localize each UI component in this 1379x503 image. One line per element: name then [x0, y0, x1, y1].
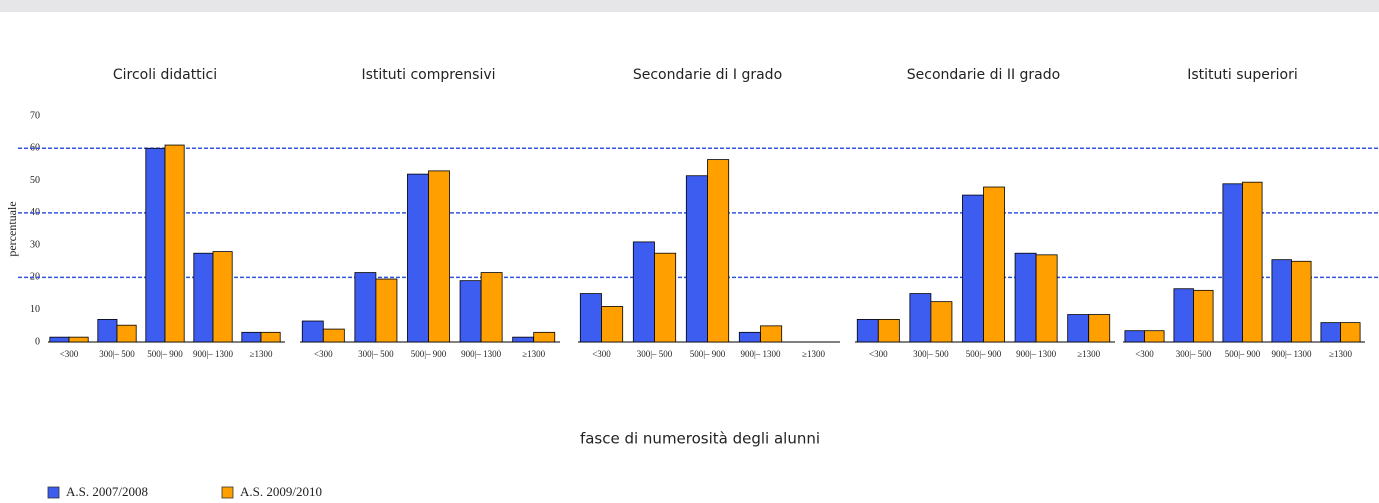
x-tick-label: 300|– 500 — [358, 349, 394, 359]
bar — [212, 251, 233, 343]
legend-swatch — [221, 486, 234, 499]
x-tick-label: 500|– 900 — [411, 349, 447, 359]
bar — [49, 336, 70, 343]
x-tick-label: ≥1300 — [1077, 349, 1100, 359]
y-tick-label: 60 — [30, 143, 40, 154]
bar — [1088, 314, 1111, 343]
x-tick-label: 500|– 900 — [966, 349, 1002, 359]
bar — [241, 331, 262, 343]
x-tick-label: 500|– 900 — [690, 349, 726, 359]
bar — [1340, 322, 1361, 343]
y-tick-label: 30 — [30, 239, 40, 250]
bar — [1193, 289, 1214, 343]
bar — [856, 318, 879, 343]
bar — [1291, 260, 1312, 343]
bar — [760, 325, 783, 343]
bar — [1124, 330, 1145, 343]
x-tick-label: 900|– 1300 — [461, 349, 502, 359]
y-axis-label: percentuale — [5, 201, 19, 256]
x-tick-label: <300 — [592, 349, 611, 359]
y-tick-label: 40 — [30, 207, 40, 218]
bar — [1035, 254, 1058, 343]
bar — [579, 293, 602, 343]
bar — [1222, 183, 1243, 343]
bar — [685, 175, 708, 343]
x-axis-label: fasce di numerosità degli alunni — [580, 430, 820, 448]
y-tick-label: 10 — [30, 304, 40, 315]
x-tick-label: <300 — [60, 349, 79, 359]
bar — [375, 278, 398, 343]
bar — [97, 318, 118, 343]
x-tick-label: ≥1300 — [1329, 349, 1352, 359]
bar — [1320, 322, 1341, 343]
x-tick-label: 300|– 500 — [1176, 349, 1212, 359]
legend-swatch — [47, 486, 60, 499]
bar — [983, 186, 1005, 343]
legend-label: A.S. 2007/2008 — [66, 484, 148, 499]
panel-title: Secondarie di II grado — [907, 67, 1060, 83]
bar — [877, 318, 900, 343]
bar — [601, 306, 624, 343]
panel-title: Istituti comprensivi — [361, 67, 495, 83]
panel-title: Circoli didattici — [113, 67, 217, 83]
x-tick-label: 900|– 1300 — [1016, 349, 1057, 359]
x-tick-label: <300 — [1135, 349, 1154, 359]
y-tick-label: 70 — [30, 110, 40, 121]
bar — [654, 252, 677, 343]
bar — [354, 272, 377, 343]
bar — [301, 320, 324, 343]
x-tick-label: <300 — [314, 349, 333, 359]
x-tick-label: 300|– 500 — [913, 349, 949, 359]
bar — [1014, 252, 1037, 343]
bar — [68, 336, 89, 343]
x-tick-label: ≥1300 — [802, 349, 825, 359]
panel-title: Secondarie di I grado — [633, 67, 782, 83]
bar — [1144, 330, 1165, 343]
bar — [116, 324, 137, 343]
bar — [1242, 181, 1263, 343]
panel-title: Istituti superiori — [1187, 67, 1298, 83]
y-tick-label: 20 — [30, 272, 40, 283]
bar — [512, 336, 535, 343]
bar — [459, 280, 482, 343]
x-tick-label: <300 — [869, 349, 888, 359]
x-tick-label: 500|– 900 — [1225, 349, 1261, 359]
x-tick-label: 900|– 1300 — [740, 349, 781, 359]
top-bar — [0, 0, 1379, 12]
bar — [164, 144, 185, 343]
bar — [480, 272, 503, 343]
x-tick-label: 900|– 1300 — [193, 349, 234, 359]
bar — [930, 301, 953, 343]
bar — [1067, 314, 1090, 343]
bar — [962, 194, 984, 343]
bar — [1173, 288, 1194, 343]
x-tick-label: 900|– 1300 — [1271, 349, 1312, 359]
x-tick-label: ≥1300 — [522, 349, 545, 359]
bar — [322, 328, 345, 343]
x-tick-label: 300|– 500 — [99, 349, 135, 359]
x-tick-label: ≥1300 — [250, 349, 273, 359]
bar — [738, 331, 761, 343]
bar — [428, 170, 450, 343]
x-tick-label: 500|– 900 — [147, 349, 183, 359]
bar — [407, 173, 429, 343]
bar — [193, 252, 214, 343]
bar — [909, 293, 932, 343]
bar — [533, 331, 556, 343]
legend-label: A.S. 2009/2010 — [240, 484, 322, 499]
bar — [632, 241, 655, 343]
y-tick-label: 50 — [30, 175, 40, 186]
bar — [260, 331, 281, 343]
bar — [1271, 259, 1292, 343]
bar — [707, 159, 730, 343]
bar — [145, 147, 166, 343]
x-tick-label: 300|– 500 — [637, 349, 673, 359]
y-tick-label: 0 — [35, 336, 40, 347]
